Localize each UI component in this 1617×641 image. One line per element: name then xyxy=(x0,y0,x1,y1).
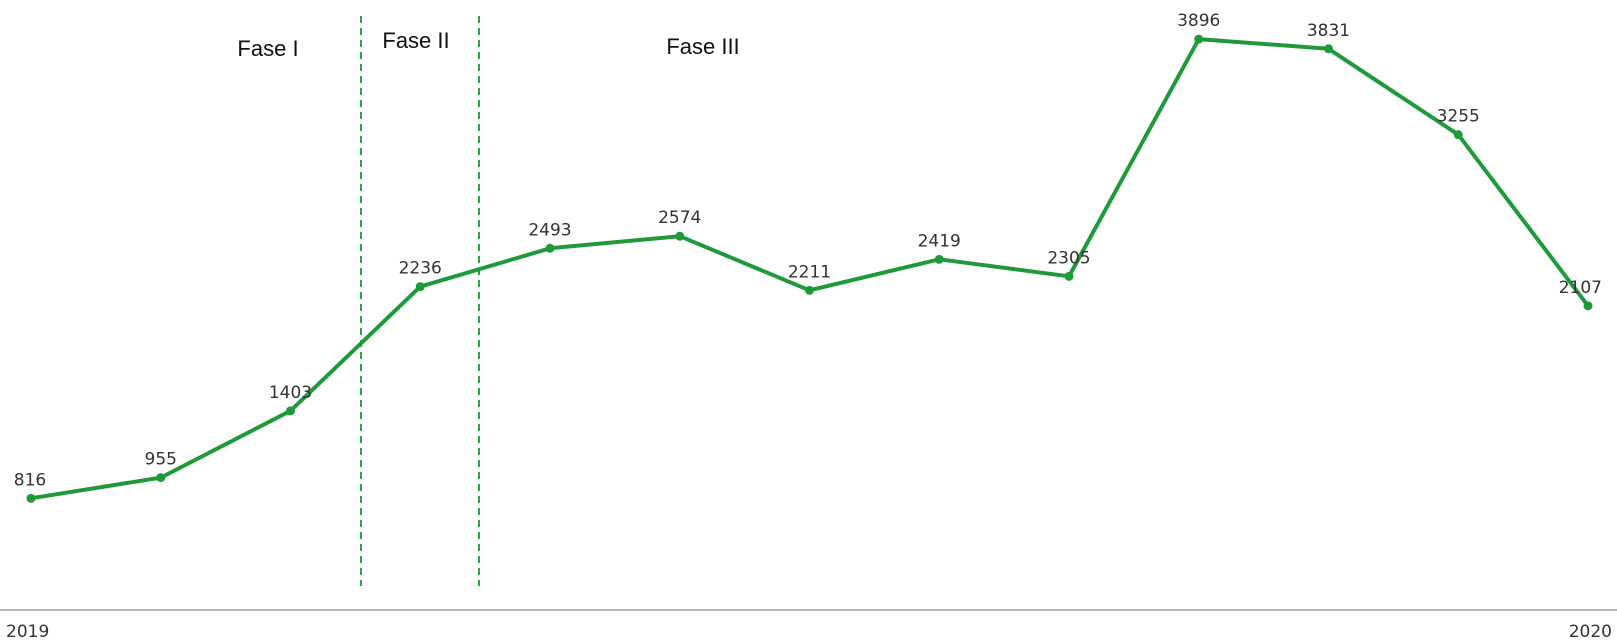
data-label: 2493 xyxy=(528,220,571,240)
data-label: 2305 xyxy=(1047,248,1090,268)
data-label: 3255 xyxy=(1437,107,1480,127)
data-point xyxy=(1194,34,1204,44)
data-point xyxy=(1583,301,1593,311)
data-label: 955 xyxy=(145,450,177,470)
data-point xyxy=(1453,130,1463,140)
x-tick-start: 2019 xyxy=(6,622,49,641)
data-point xyxy=(286,406,295,416)
data-point xyxy=(805,285,814,295)
data-label: 2107 xyxy=(1559,278,1602,298)
data-label: 2211 xyxy=(788,262,831,282)
data-label: 1403 xyxy=(269,383,312,403)
data-point xyxy=(1324,44,1333,54)
data-label: 3896 xyxy=(1177,11,1220,31)
phase-label-3: Fase III xyxy=(666,34,739,59)
data-point xyxy=(675,231,685,241)
data-point xyxy=(415,282,425,292)
data-label: 2574 xyxy=(658,208,701,228)
data-point xyxy=(26,493,36,503)
data-point xyxy=(934,254,944,264)
x-tick-end: 2020 xyxy=(1569,622,1612,641)
data-label: 3831 xyxy=(1307,21,1350,41)
data-label: 2419 xyxy=(918,231,961,251)
phase-label-1: Fase I xyxy=(237,36,298,61)
data-point xyxy=(545,243,555,253)
data-labels: 816 955 1403 2236 2493 2574 2211 2419 2305 3896 38… xyxy=(14,11,1602,490)
phase-label-2: Fase II xyxy=(382,28,449,53)
data-point xyxy=(1064,271,1074,281)
data-point xyxy=(156,473,166,483)
data-label: 816 xyxy=(14,470,46,490)
data-points xyxy=(26,34,1593,503)
data-label: 2236 xyxy=(399,259,442,279)
